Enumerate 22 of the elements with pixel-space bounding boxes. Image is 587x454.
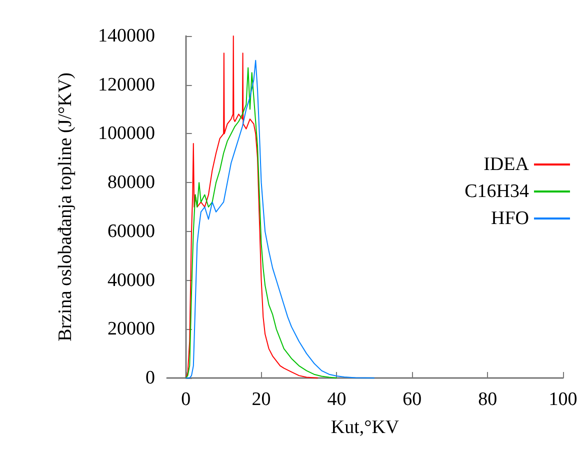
x-tick-label: 0 [181, 389, 191, 410]
x-tick-label: 20 [252, 389, 271, 410]
y-axis-title: Brzina oslobađanja topline (J/°KV) [55, 72, 76, 342]
y-tick-label: 60000 [108, 220, 155, 242]
x-tick-label: 80 [478, 389, 498, 410]
x-tick-label: 60 [402, 389, 422, 410]
x-tick-label: 40 [327, 389, 346, 410]
y-tick-label: 20000 [108, 318, 155, 340]
x-axis-title: Kut,°KV [330, 417, 400, 438]
y-tick-label: 40000 [108, 270, 155, 291]
legend-label: C16H34 [464, 181, 530, 202]
line-series [185, 60, 375, 378]
y-tick-label: 120000 [98, 74, 155, 96]
y-tick-label: 140000 [98, 26, 155, 46]
legend-label: HFO [490, 208, 529, 229]
line-series [185, 67, 338, 378]
x-tick-label: 100 [548, 389, 578, 410]
legend-label: IDEA [484, 154, 530, 175]
y-tick-label: 80000 [108, 172, 155, 194]
y-tick-label: 0 [146, 368, 155, 388]
line-series [185, 36, 318, 378]
y-tick-label: 100000 [98, 123, 155, 144]
